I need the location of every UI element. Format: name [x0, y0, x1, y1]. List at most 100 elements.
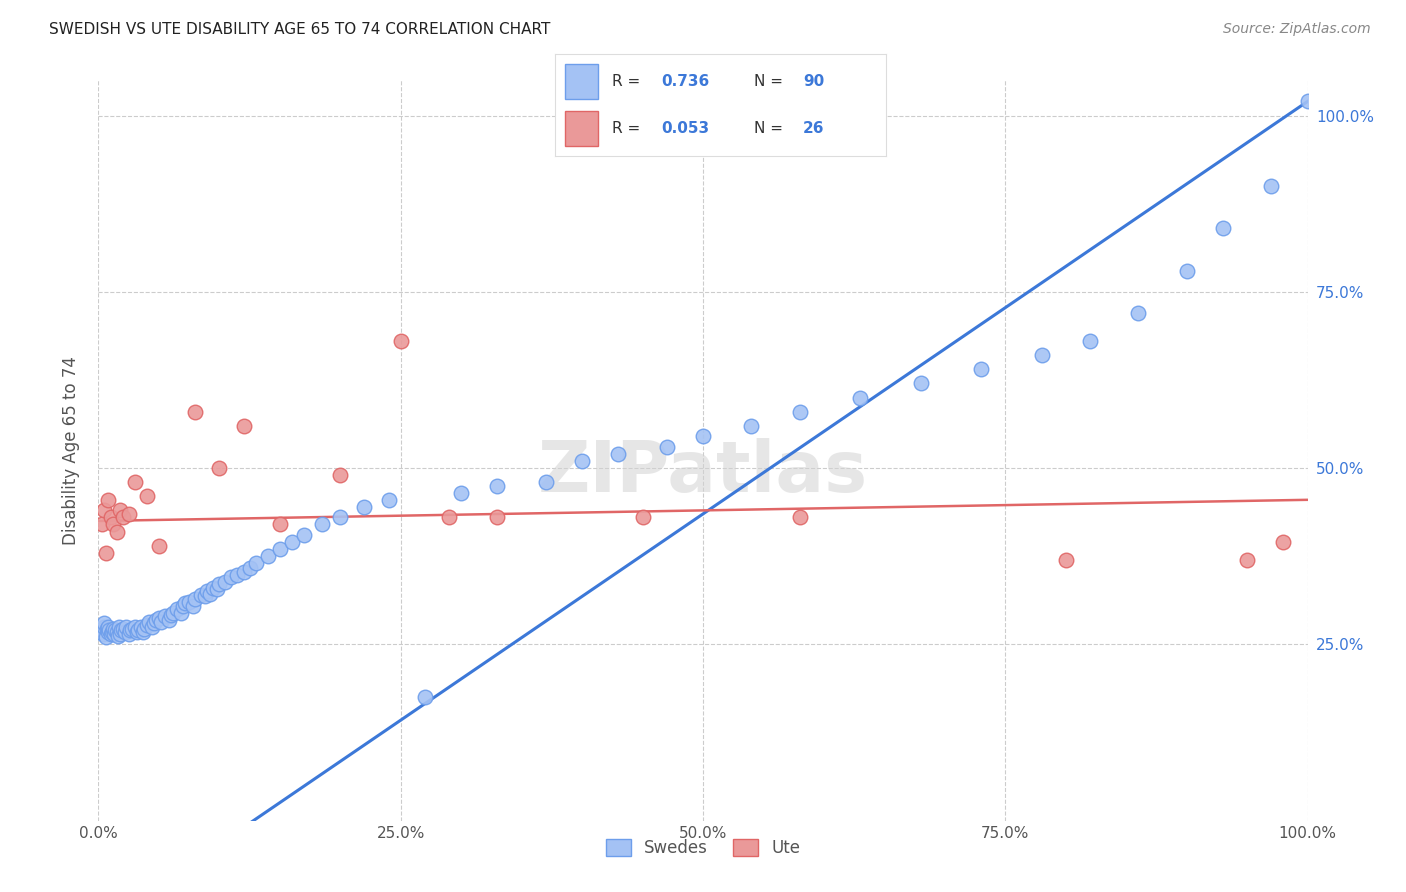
Point	[1236, 553, 1258, 567]
Point	[108, 620, 131, 634]
Point	[389, 334, 412, 348]
Point	[174, 597, 197, 611]
Point	[97, 624, 120, 639]
Point	[98, 624, 121, 638]
Point	[1128, 306, 1150, 320]
Point	[208, 461, 231, 475]
Point	[138, 615, 160, 629]
Point	[141, 620, 163, 634]
Point	[655, 440, 678, 454]
Point	[534, 475, 557, 490]
Point	[100, 510, 122, 524]
Point	[1175, 263, 1198, 277]
Point	[118, 627, 141, 641]
Point	[437, 510, 460, 524]
Text: 0.736: 0.736	[661, 74, 710, 88]
Text: R =: R =	[612, 74, 645, 88]
Point	[486, 510, 509, 524]
Point	[94, 546, 117, 560]
Point	[160, 607, 183, 622]
Point	[153, 609, 176, 624]
Point	[740, 418, 762, 433]
Point	[631, 510, 654, 524]
Point	[1031, 348, 1053, 362]
Point	[256, 549, 278, 564]
Point	[311, 517, 333, 532]
Text: 26: 26	[803, 121, 825, 136]
Point	[93, 620, 115, 634]
Point	[103, 627, 125, 641]
Point	[150, 615, 173, 629]
Point	[93, 616, 115, 631]
Text: 90: 90	[803, 74, 824, 88]
Legend: Swedes, Ute: Swedes, Ute	[599, 832, 807, 864]
Text: Source: ZipAtlas.com: Source: ZipAtlas.com	[1223, 22, 1371, 37]
Point	[91, 627, 114, 641]
Point	[100, 627, 122, 641]
Point	[226, 568, 249, 582]
Point	[110, 624, 132, 638]
Point	[184, 405, 207, 419]
Point	[607, 447, 630, 461]
Text: ZIPatlas: ZIPatlas	[538, 438, 868, 508]
Point	[181, 599, 204, 613]
Point	[148, 610, 170, 624]
Point	[124, 620, 146, 634]
Point	[132, 624, 155, 639]
Point	[232, 566, 254, 580]
Point	[97, 492, 120, 507]
Text: N =: N =	[754, 121, 787, 136]
Point	[413, 690, 436, 705]
Point	[1212, 221, 1234, 235]
Point	[571, 454, 593, 468]
Point	[108, 627, 131, 641]
Text: 0.053: 0.053	[661, 121, 709, 136]
Point	[172, 599, 194, 613]
Point	[148, 539, 170, 553]
Point	[221, 570, 243, 584]
Point	[179, 595, 201, 609]
Point	[118, 507, 141, 521]
Point	[143, 616, 166, 631]
Point	[124, 475, 146, 490]
Point	[101, 622, 124, 636]
Point	[135, 489, 157, 503]
FancyBboxPatch shape	[565, 111, 599, 145]
Point	[135, 617, 157, 632]
Point	[1272, 535, 1295, 549]
Point	[377, 492, 399, 507]
Point	[910, 376, 932, 391]
Point	[1054, 553, 1077, 567]
Point	[134, 622, 156, 636]
Point	[195, 584, 218, 599]
Point	[849, 391, 872, 405]
Point	[115, 620, 138, 634]
Point	[169, 606, 191, 620]
Point	[1260, 179, 1282, 194]
Point	[198, 586, 221, 600]
Point	[239, 561, 262, 575]
Point	[1078, 334, 1101, 348]
Point	[214, 575, 236, 590]
Point	[232, 418, 254, 433]
Point	[91, 517, 114, 532]
Point	[184, 591, 207, 606]
Point	[329, 468, 352, 483]
Point	[190, 588, 212, 602]
Point	[114, 624, 136, 639]
Point	[93, 503, 115, 517]
Point	[145, 613, 167, 627]
Point	[107, 629, 129, 643]
Text: N =: N =	[754, 74, 787, 88]
Point	[96, 622, 118, 636]
Point	[118, 624, 141, 638]
Point	[970, 362, 993, 376]
Point	[162, 606, 184, 620]
Point	[105, 524, 128, 539]
Text: R =: R =	[612, 121, 645, 136]
Point	[692, 429, 714, 443]
Point	[127, 624, 149, 638]
Point	[166, 602, 188, 616]
Point	[91, 624, 114, 638]
Point	[269, 542, 291, 557]
